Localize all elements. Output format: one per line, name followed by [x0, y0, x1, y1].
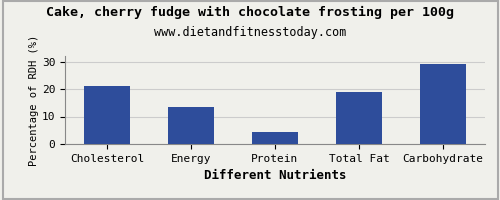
Text: Cake, cherry fudge with chocolate frosting per 100g: Cake, cherry fudge with chocolate frosti… [46, 6, 454, 19]
Bar [420, 64, 466, 144]
Bar [336, 92, 382, 144]
Bar [168, 107, 214, 144]
Text: www.dietandfitnesstoday.com: www.dietandfitnesstoday.com [154, 26, 346, 39]
Y-axis label: Percentage of RDH (%): Percentage of RDH (%) [29, 34, 39, 166]
X-axis label: Different Nutrients: Different Nutrients [204, 169, 346, 182]
Bar [252, 132, 298, 144]
Bar [84, 86, 130, 144]
